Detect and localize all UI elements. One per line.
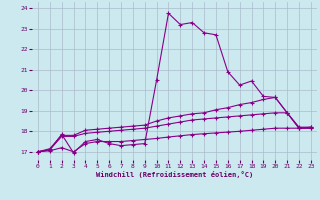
X-axis label: Windchill (Refroidissement éolien,°C): Windchill (Refroidissement éolien,°C) [96, 171, 253, 178]
